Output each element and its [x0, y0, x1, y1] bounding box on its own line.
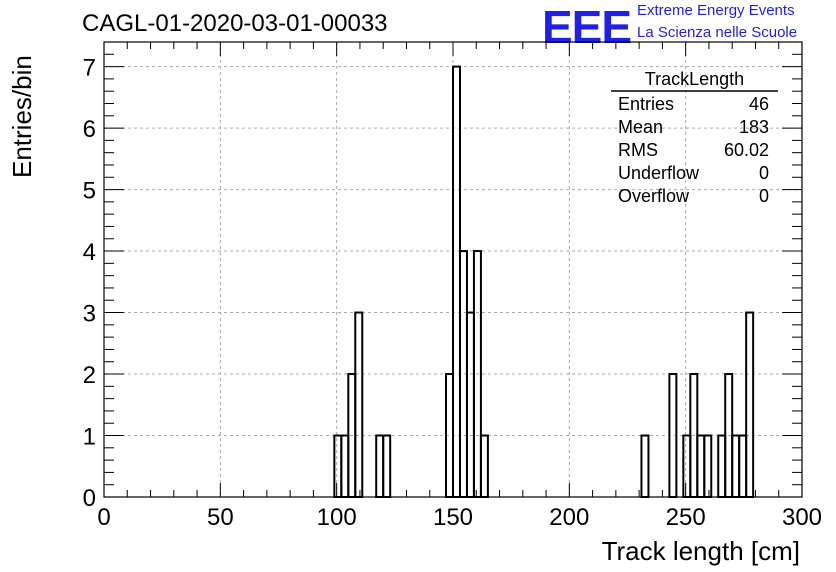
- histogram-bin: [682, 434, 692, 499]
- logo-caption-line1: Extreme Energy Events: [637, 2, 795, 19]
- stats-row-label: RMS: [618, 140, 658, 160]
- y-tick-label: 4: [83, 239, 96, 266]
- x-tick-label: 100: [317, 504, 357, 531]
- histogram-bin: [703, 434, 713, 499]
- stats-row-value: 60.02: [724, 140, 769, 160]
- stats-row-value: 0: [759, 163, 769, 183]
- histogram-bin: [382, 434, 392, 499]
- histogram-bin: [738, 434, 748, 499]
- histogram-bin: [333, 434, 343, 499]
- stats-title: TrackLength: [645, 69, 744, 89]
- stats-row-label: Mean: [618, 117, 663, 137]
- histogram-bin: [375, 434, 385, 499]
- x-tick-label: 200: [549, 504, 589, 531]
- stats-row-label: Entries: [618, 94, 674, 114]
- histogram-bin: [452, 65, 461, 498]
- y-tick-label: 1: [83, 424, 96, 451]
- x-tick-label: 50: [207, 504, 234, 531]
- y-tick-label: 7: [83, 55, 96, 82]
- x-tick-label: 0: [97, 504, 110, 531]
- run-title: CAGL-01-2020-03-01-00033: [82, 10, 388, 37]
- y-tick-label: 5: [83, 178, 96, 205]
- stats-row-label: Underflow: [618, 163, 700, 183]
- histogram-bin: [717, 434, 727, 499]
- histogram-bin: [745, 311, 755, 498]
- logo-caption-line2: La Scienza nelle Scuole: [637, 24, 798, 41]
- y-axis-label: Entries/bin: [7, 55, 37, 178]
- histogram-bin: [479, 434, 489, 499]
- histogram-bin: [340, 434, 350, 499]
- stats-row-value: 46: [749, 94, 769, 114]
- stats-row-value: 0: [759, 186, 769, 206]
- y-tick-label: 2: [83, 362, 96, 389]
- histogram-bin: [731, 434, 741, 499]
- histogram-bin: [354, 311, 364, 498]
- eee-logo: EEE: [542, 1, 632, 53]
- y-tick-label: 6: [83, 116, 96, 143]
- histogram-bin: [472, 250, 482, 498]
- stats-row-label: Overflow: [618, 186, 690, 206]
- histogram-bin: [640, 434, 650, 499]
- stats-row-value: 183: [739, 117, 769, 137]
- histogram-bin: [696, 434, 706, 499]
- histogram-bin: [465, 311, 475, 498]
- y-tick-label: 3: [83, 301, 96, 328]
- x-axis-label: Track length [cm]: [602, 536, 800, 566]
- x-tick-label: 300: [782, 504, 822, 531]
- x-tick-label: 250: [666, 504, 706, 531]
- stats-box: TrackLength Entries 46 Mean 183 RMS 60.02 Under…: [611, 69, 778, 206]
- y-tick-label: 0: [83, 485, 96, 512]
- x-tick-label: 150: [433, 504, 473, 531]
- axes: 0 50 100 150 200 250 300 0 1 2 3 4 5 6 7: [83, 41, 822, 531]
- histogram-bin: [668, 373, 678, 499]
- histogram-series: [333, 65, 755, 499]
